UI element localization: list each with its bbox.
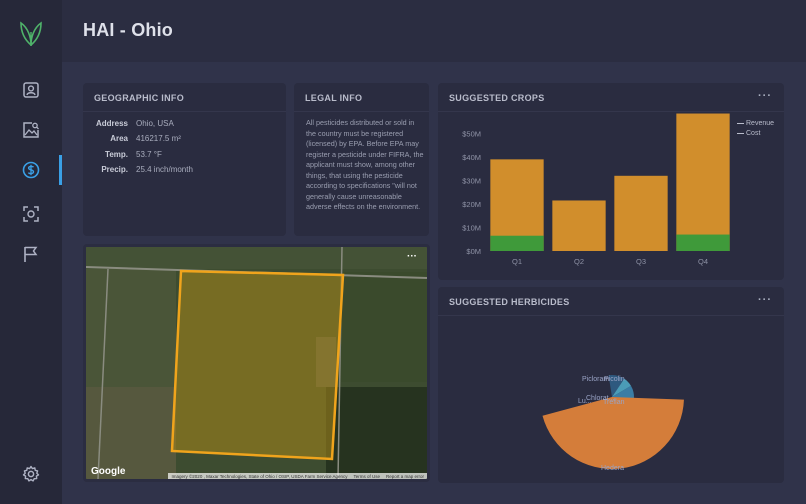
legend-label: Cost bbox=[746, 129, 761, 137]
geo-row-area: Area 416217.5 m² bbox=[83, 134, 181, 143]
card-title: GEOGRAPHIC INFO bbox=[94, 93, 185, 103]
attribution-text: Imagery ©2020 , Maxar Technologies, Stat… bbox=[171, 474, 348, 479]
card-title: SUGGESTED CROPS bbox=[449, 93, 545, 103]
y-tick-label: $0M bbox=[466, 247, 481, 256]
map-attribution: Imagery ©2020 , Maxar Technologies, Stat… bbox=[168, 473, 427, 479]
nav-item-finance[interactable] bbox=[0, 155, 62, 185]
page-header: HAI - Ohio bbox=[62, 0, 806, 62]
nav-item-flag[interactable] bbox=[0, 239, 62, 269]
divider bbox=[83, 111, 286, 112]
divider bbox=[438, 315, 784, 316]
bar-revenue[interactable] bbox=[614, 175, 668, 251]
field-boundary bbox=[170, 269, 345, 461]
crops-bar-chart: $0M $10M $20M $30M $40M $50M Q1 Q2 Q3 Q4 bbox=[462, 113, 730, 266]
card-menu-button[interactable]: ··· bbox=[758, 90, 772, 102]
bar-revenue[interactable] bbox=[552, 200, 606, 251]
bar-cost[interactable] bbox=[676, 234, 730, 251]
pie-label: Hedera bbox=[601, 465, 624, 472]
image-search-icon bbox=[23, 122, 39, 138]
legend-label: Revenue bbox=[746, 119, 775, 127]
suggested-crops-card: SUGGESTED CROPS ··· $0M $10M $20M $30M $40M $… bbox=[438, 83, 784, 280]
nav-item-image[interactable] bbox=[0, 115, 62, 145]
divider bbox=[438, 111, 784, 112]
gear-icon bbox=[22, 465, 40, 482]
pie-label: Picloram bbox=[582, 376, 609, 383]
card-title: LEGAL INFO bbox=[305, 93, 363, 103]
legal-text[interactable]: All pesticides distributed or sold in th… bbox=[306, 118, 424, 211]
terms-link[interactable]: Terms of Use bbox=[353, 474, 380, 479]
map-menu-button[interactable]: ··· bbox=[407, 251, 417, 262]
geo-row-temp: Temp. 53.7 °F bbox=[83, 150, 162, 159]
x-tick-label: Q3 bbox=[636, 257, 646, 266]
pie-slice[interactable] bbox=[542, 397, 684, 469]
x-tick-label: Q2 bbox=[574, 257, 584, 266]
geographic-info-card: GEOGRAPHIC INFO Address Ohio, USA Area 4… bbox=[83, 83, 286, 236]
y-tick-label: $10M bbox=[462, 224, 481, 233]
geo-value: Ohio, USA bbox=[136, 119, 174, 128]
dollar-icon bbox=[22, 161, 40, 179]
pie-slice[interactable] bbox=[612, 385, 634, 399]
pie-slice[interactable] bbox=[608, 375, 625, 397]
geo-label: Area bbox=[110, 134, 128, 143]
pie-label: Picolin bbox=[604, 376, 625, 383]
map-imagery[interactable] bbox=[86, 247, 427, 479]
page-title: HAI - Ohio bbox=[83, 20, 173, 40]
pie-label: Chlorat... bbox=[586, 395, 614, 402]
x-tick-label: Q1 bbox=[512, 257, 522, 266]
bar-revenue[interactable] bbox=[676, 113, 730, 252]
nav-item-scan[interactable] bbox=[0, 199, 62, 229]
y-tick-label: $20M bbox=[462, 200, 481, 209]
report-link[interactable]: Report a map error bbox=[385, 474, 424, 479]
nav-item-settings[interactable] bbox=[0, 459, 62, 489]
legal-info-card: LEGAL INFO All pesticides distributed or… bbox=[294, 83, 429, 236]
legend-item-revenue[interactable]: Revenue bbox=[737, 118, 774, 128]
nav-item-profile[interactable] bbox=[0, 75, 62, 105]
y-tick-label: $50M bbox=[462, 130, 481, 139]
pie-slice[interactable] bbox=[612, 378, 631, 397]
user-card-icon bbox=[23, 82, 39, 98]
sidebar bbox=[0, 0, 62, 504]
pie-label: Lu... bbox=[578, 398, 592, 405]
y-tick-label: $40M bbox=[462, 153, 481, 162]
y-tick-label: $30M bbox=[462, 177, 481, 186]
suggested-herbicides-card: SUGGESTED HERBICIDES ··· Picloram Picolin… bbox=[438, 287, 784, 483]
flag-icon bbox=[24, 246, 38, 262]
bar-cost[interactable] bbox=[490, 235, 544, 251]
pie-label: Treflan bbox=[603, 399, 625, 406]
geo-label: Precip. bbox=[101, 165, 128, 174]
chart-legend: Revenue Cost bbox=[737, 118, 774, 138]
card-title: SUGGESTED HERBICIDES bbox=[449, 297, 570, 307]
google-logo: Google bbox=[91, 466, 126, 477]
card-menu-button[interactable]: ··· bbox=[758, 294, 772, 306]
geo-value: 25.4 inch/month bbox=[136, 165, 193, 174]
geo-value: 416217.5 m² bbox=[136, 134, 181, 143]
legend-item-cost[interactable]: Cost bbox=[737, 128, 774, 138]
leaf-logo-icon[interactable] bbox=[19, 20, 43, 46]
geo-row-precip: Precip. 25.4 inch/month bbox=[83, 165, 193, 174]
satellite-map[interactable]: ··· Google Imagery ©2020 , Maxar Technol… bbox=[83, 244, 430, 482]
geo-label: Temp. bbox=[105, 150, 128, 159]
x-tick-label: Q4 bbox=[698, 257, 708, 266]
geo-row-address: Address Ohio, USA bbox=[83, 119, 174, 128]
geo-value: 53.7 °F bbox=[136, 150, 162, 159]
geo-label: Address bbox=[95, 119, 128, 128]
scan-icon bbox=[23, 206, 39, 222]
divider bbox=[294, 111, 429, 112]
